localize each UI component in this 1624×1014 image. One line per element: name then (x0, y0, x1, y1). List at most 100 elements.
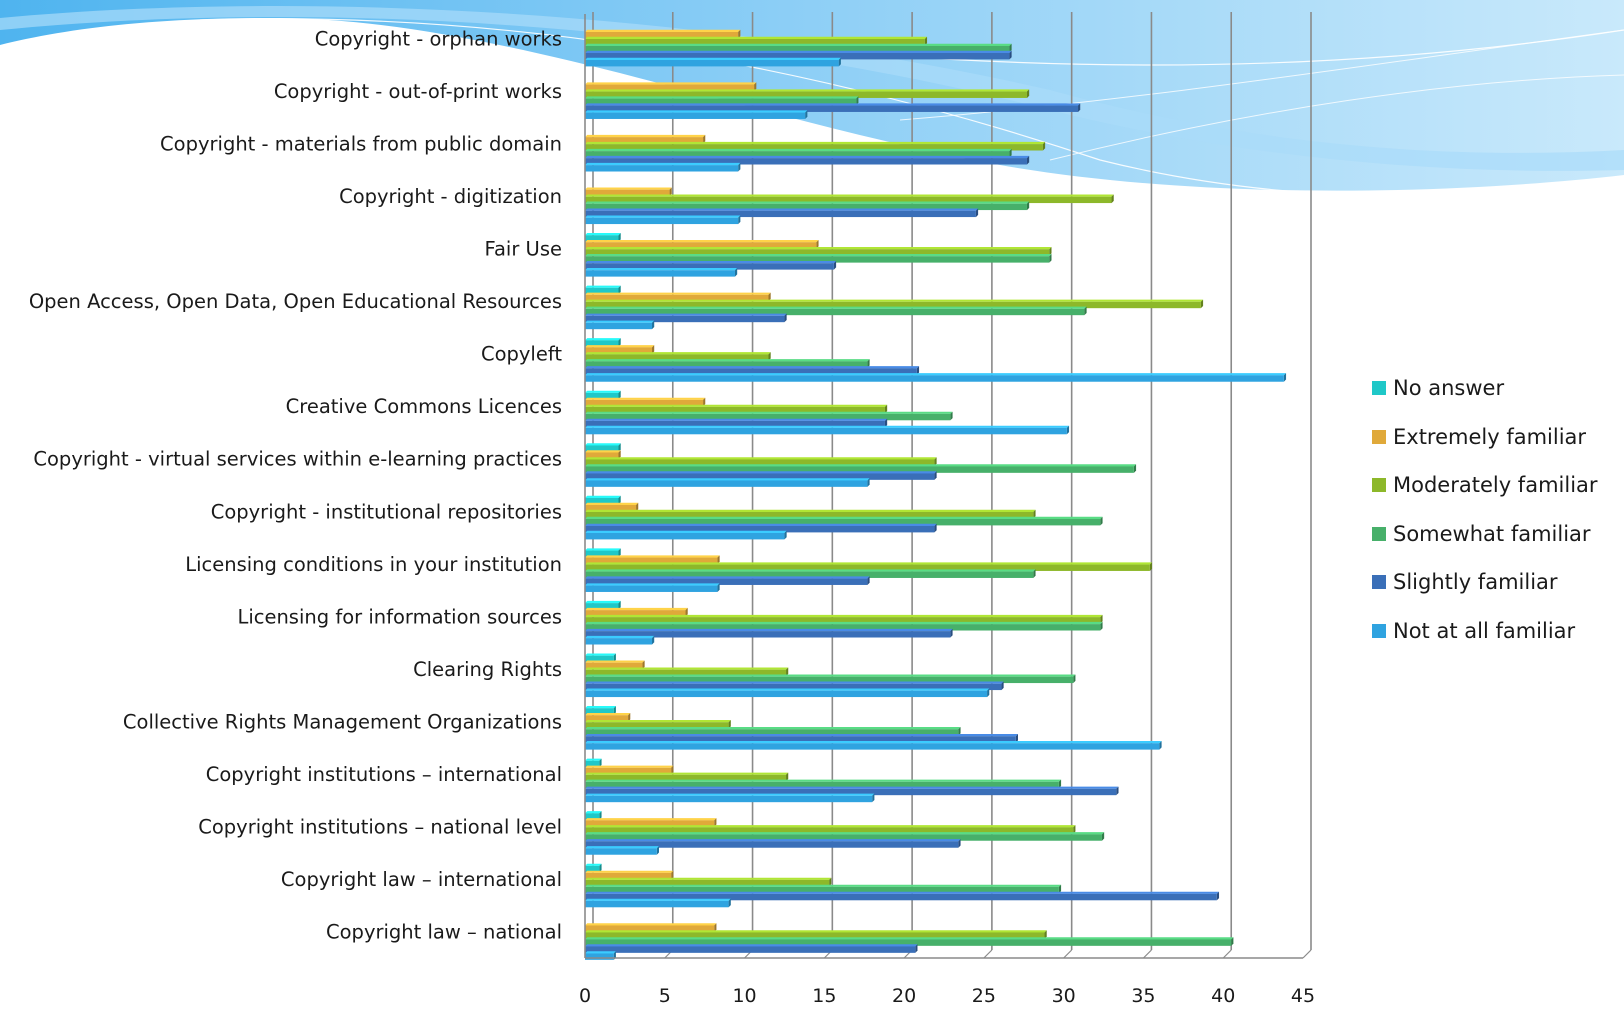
bar (585, 758, 602, 768)
bar (585, 839, 961, 848)
category-label: Copyleft (481, 343, 562, 366)
bar (585, 937, 1234, 946)
bar (585, 254, 1052, 263)
bar (585, 478, 870, 487)
bar (585, 82, 757, 91)
bar (585, 359, 870, 368)
bar (585, 306, 1087, 316)
bar (585, 425, 1070, 435)
bar (585, 635, 655, 645)
bar (585, 863, 602, 873)
bar (585, 247, 1052, 256)
bar (585, 674, 1076, 684)
legend-swatch (1372, 575, 1386, 590)
bar (585, 110, 808, 119)
bar (585, 43, 1012, 53)
bar (585, 660, 645, 670)
category-label: Copyright - virtual services within e-le… (33, 448, 562, 471)
category-label: Copyright law – international (281, 868, 562, 891)
x-tick-label: 15 (812, 985, 836, 1007)
bar (585, 509, 1036, 519)
legend-label: Extremely familiar (1393, 424, 1587, 449)
category-label: Copyright - orphan works (315, 27, 562, 50)
legend-swatch (1372, 478, 1386, 493)
bar (585, 320, 655, 330)
bar (585, 141, 1046, 151)
bar (585, 390, 621, 400)
bar (585, 208, 979, 218)
bar (585, 523, 937, 533)
bar (585, 811, 602, 820)
bar (585, 57, 841, 67)
bar (585, 338, 621, 347)
bar (585, 502, 639, 512)
bar (585, 285, 621, 295)
bar (585, 89, 1030, 98)
bar (585, 600, 621, 610)
bar (585, 891, 1220, 901)
bar (585, 562, 1153, 571)
bar (585, 261, 837, 270)
bar (585, 930, 1047, 939)
gridline-depth (1143, 949, 1152, 959)
category-label: Copyright - digitization (339, 185, 562, 208)
category-label: Licensing for information sources (237, 605, 562, 628)
legend-item: Extremely familiar (1372, 413, 1598, 462)
bar (585, 713, 631, 722)
bar (585, 555, 720, 564)
bar (585, 681, 1004, 691)
bar (585, 548, 621, 557)
x-tick-label: 25 (972, 985, 996, 1007)
bar (585, 653, 616, 663)
bar (585, 667, 789, 677)
axis (584, 14, 1303, 959)
x-tick-label: 5 (659, 985, 671, 1007)
bar (585, 706, 616, 715)
legend-item: Somewhat familiar (1372, 510, 1598, 559)
bar (585, 818, 717, 827)
legend-label: Somewhat familiar (1393, 521, 1591, 546)
bar (585, 944, 918, 953)
bar (585, 345, 655, 354)
category-label: Copyright - institutional repositories (211, 500, 562, 523)
bar (585, 457, 937, 466)
x-tick-label: 20 (892, 985, 916, 1007)
bar (585, 134, 706, 144)
legend-swatch (1372, 381, 1386, 396)
bar (585, 397, 706, 407)
bar (585, 366, 920, 375)
x-tick-label: 30 (1052, 985, 1076, 1007)
category-label: Clearing Rights (413, 658, 562, 681)
bar (585, 898, 731, 908)
bar (585, 720, 731, 729)
legend-label: Moderately familiar (1393, 473, 1598, 498)
bar (585, 569, 1036, 578)
bar (585, 765, 674, 775)
bar (585, 201, 1030, 211)
bar (585, 373, 1287, 382)
category-label: Open Access, Open Data, Open Educational… (29, 290, 562, 313)
bar (585, 734, 1018, 743)
bar (585, 530, 787, 540)
bar (585, 450, 621, 459)
x-tick-label: 10 (732, 985, 756, 1007)
bar (585, 240, 819, 249)
x-tick-label: 45 (1291, 985, 1315, 1007)
bar (585, 313, 787, 323)
bar (585, 923, 717, 932)
bar (585, 786, 1119, 796)
bar (585, 495, 621, 505)
bar (585, 292, 771, 302)
bar (585, 846, 659, 855)
bar (585, 825, 1076, 834)
category-labels: Copyright - orphan works Copyright - out-… (29, 27, 563, 943)
category-label: Copyright institutions – national level (198, 816, 562, 839)
bar (585, 233, 621, 242)
bar (585, 50, 1012, 60)
bar (585, 148, 1012, 158)
gridline-depth (1302, 949, 1312, 959)
bars (585, 22, 1287, 960)
category-label: Creative Commons Licences (286, 395, 562, 418)
category-label: Copyright - materials from public domain (160, 132, 562, 155)
